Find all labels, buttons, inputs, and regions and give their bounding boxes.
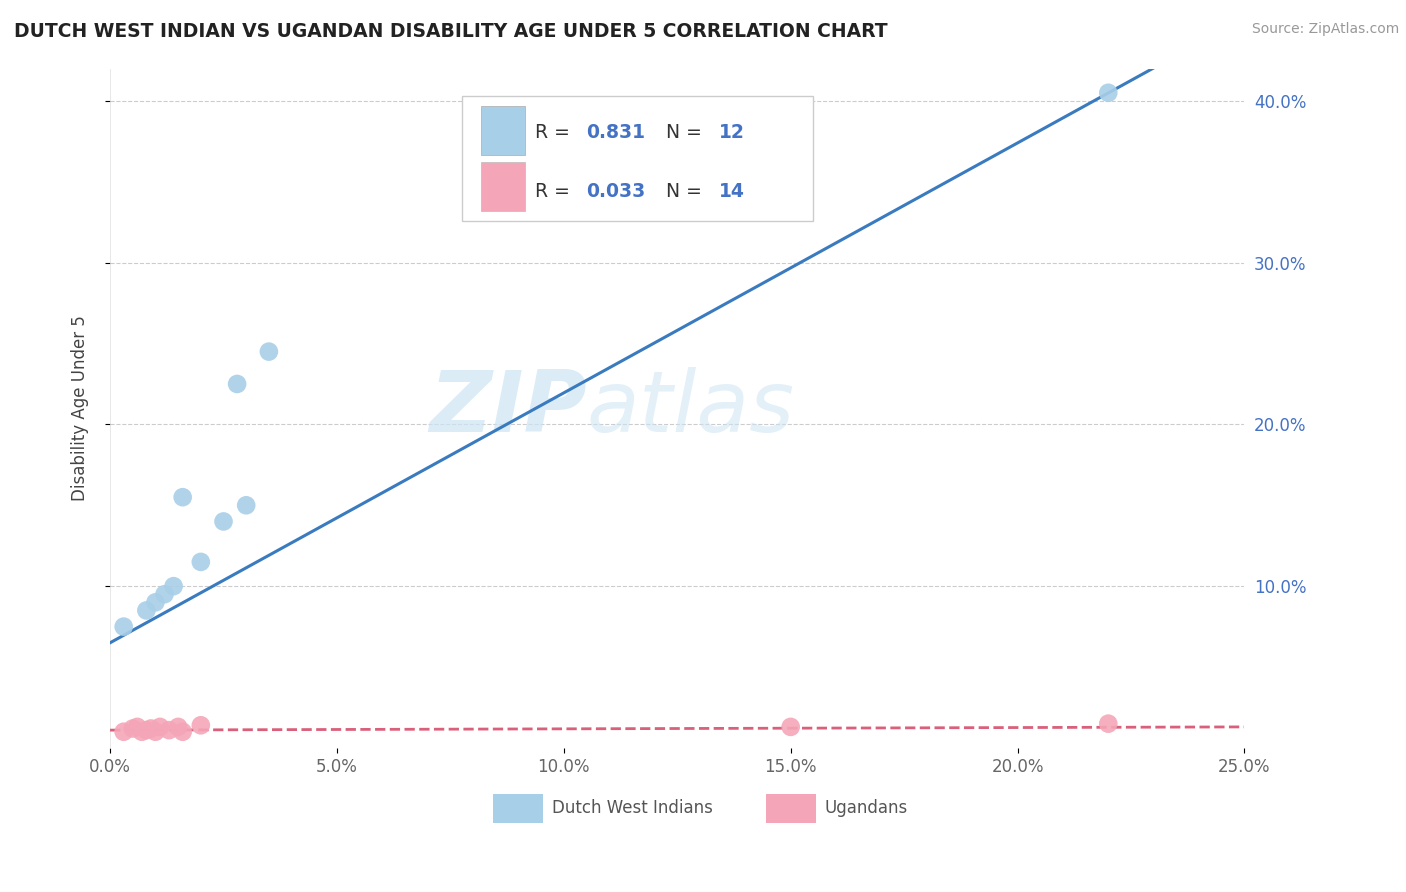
Point (145, 724, 167, 739)
Point (157, 723, 180, 738)
Point (145, 595, 167, 609)
FancyBboxPatch shape (481, 106, 526, 154)
Text: ZIP: ZIP (429, 367, 586, 450)
Point (1097, 716, 1119, 731)
Point (153, 587, 176, 601)
Point (127, 720, 149, 734)
Text: 0.033: 0.033 (586, 182, 645, 202)
Point (121, 722, 143, 736)
FancyBboxPatch shape (461, 95, 813, 221)
Point (112, 619, 135, 633)
Text: Dutch West Indians: Dutch West Indians (553, 799, 713, 817)
Point (235, 498, 257, 512)
Text: Ugandans: Ugandans (825, 799, 908, 817)
Point (162, 579, 184, 593)
Point (779, 720, 801, 734)
Point (135, 603, 157, 617)
FancyBboxPatch shape (766, 794, 815, 822)
Text: 14: 14 (720, 182, 745, 202)
Text: 0.831: 0.831 (586, 123, 645, 142)
Point (212, 515, 235, 529)
Point (172, 490, 194, 504)
Point (131, 724, 153, 739)
Point (167, 720, 190, 734)
Point (257, 344, 280, 359)
Point (139, 722, 162, 736)
Point (149, 720, 172, 734)
Text: 12: 12 (720, 123, 745, 142)
Point (1097, 86, 1119, 100)
Text: N =: N = (666, 123, 707, 142)
Point (135, 723, 157, 738)
Text: atlas: atlas (586, 367, 794, 450)
Text: DUTCH WEST INDIAN VS UGANDAN DISABILITY AGE UNDER 5 CORRELATION CHART: DUTCH WEST INDIAN VS UGANDAN DISABILITY … (14, 22, 887, 41)
FancyBboxPatch shape (494, 794, 543, 822)
Point (190, 718, 212, 732)
Point (226, 376, 249, 391)
Y-axis label: Disability Age Under 5: Disability Age Under 5 (72, 315, 89, 501)
Text: Source: ZipAtlas.com: Source: ZipAtlas.com (1251, 22, 1399, 37)
Text: N =: N = (666, 182, 707, 202)
Text: R =: R = (536, 182, 576, 202)
Point (172, 724, 194, 739)
FancyBboxPatch shape (481, 162, 526, 211)
Text: R =: R = (536, 123, 576, 142)
Point (190, 555, 212, 569)
Point (112, 724, 135, 739)
